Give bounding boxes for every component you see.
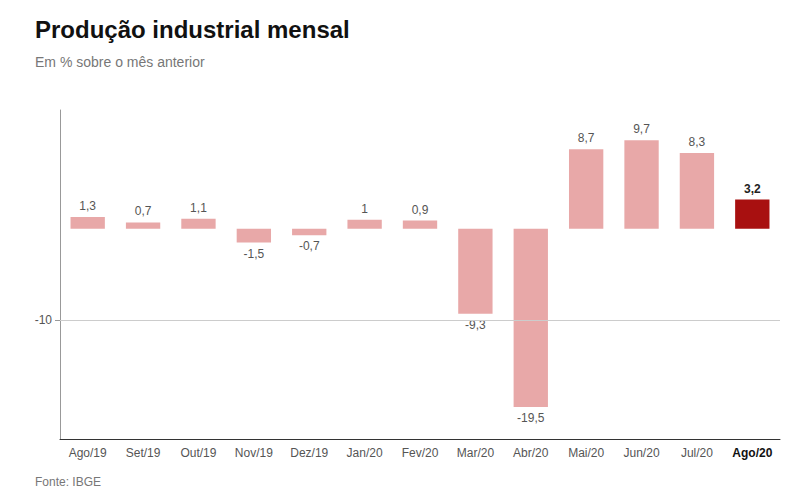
svg-text:3,2: 3,2 [744,182,761,196]
svg-text:1,3: 1,3 [79,199,96,213]
svg-text:Ago/19: Ago/19 [69,446,107,460]
svg-text:Out/19: Out/19 [180,446,216,460]
svg-text:-9,3: -9,3 [465,318,486,332]
svg-text:Nov/19: Nov/19 [235,446,273,460]
svg-text:Mar/20: Mar/20 [457,446,495,460]
svg-text:Fev/20: Fev/20 [402,446,439,460]
svg-text:8,3: 8,3 [689,135,706,149]
svg-text:Dez/19: Dez/19 [290,446,328,460]
svg-text:9,7: 9,7 [633,122,650,136]
svg-text:-0,7: -0,7 [299,239,320,253]
svg-text:Em % sobre o mês anterior: Em % sobre o mês anterior [35,54,205,70]
svg-text:-1,5: -1,5 [244,247,265,261]
svg-text:1,1: 1,1 [190,201,207,215]
svg-text:1: 1 [361,202,368,216]
svg-text:Abr/20: Abr/20 [513,446,549,460]
svg-text:Set/19: Set/19 [126,446,161,460]
svg-text:Jan/20: Jan/20 [347,446,383,460]
svg-text:Jul/20: Jul/20 [681,446,713,460]
svg-text:-19,5: -19,5 [517,411,545,425]
svg-text:Produção industrial mensal: Produção industrial mensal [35,16,350,43]
svg-text:-10: -10 [35,313,53,327]
svg-text:Jun/20: Jun/20 [624,446,660,460]
svg-text:Fonte: IBGE: Fonte: IBGE [35,475,101,489]
svg-text:Ago/20: Ago/20 [732,446,772,460]
svg-text:8,7: 8,7 [578,131,595,145]
svg-text:0,7: 0,7 [135,204,152,218]
svg-text:Mai/20: Mai/20 [568,446,604,460]
svg-text:0,9: 0,9 [412,203,429,217]
